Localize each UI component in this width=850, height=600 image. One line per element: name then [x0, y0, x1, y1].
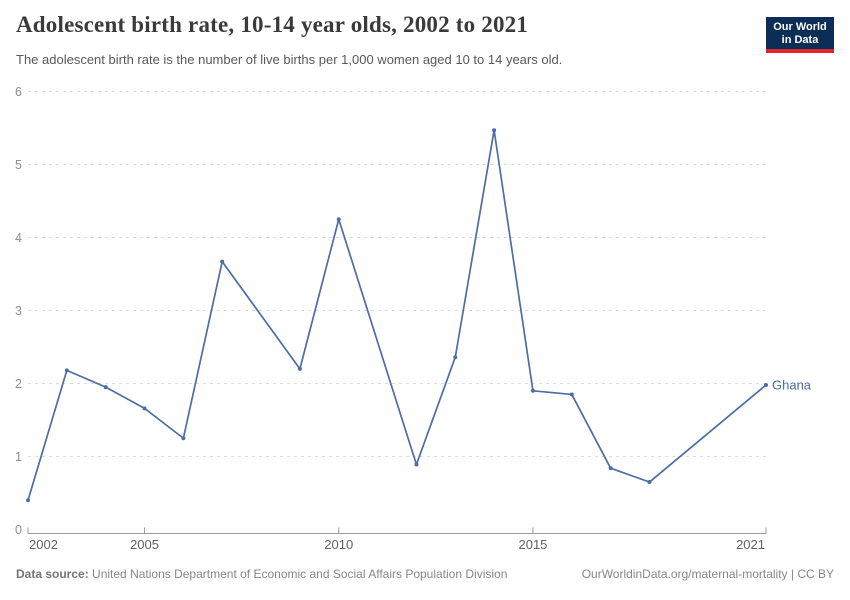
- data-point[interactable]: [453, 355, 458, 360]
- data-point[interactable]: [142, 406, 147, 411]
- data-point[interactable]: [764, 382, 768, 387]
- data-point[interactable]: [647, 480, 652, 485]
- data-point[interactable]: [336, 217, 341, 222]
- x-axis-tick-label: 2015: [518, 537, 547, 552]
- y-axis-tick-label: 5: [15, 158, 22, 172]
- y-axis-tick-label: 2: [15, 377, 22, 391]
- x-axis-tick-label: 2021: [736, 537, 765, 552]
- y-axis-tick-label: 4: [15, 231, 22, 245]
- data-point[interactable]: [181, 436, 186, 441]
- data-source-label: Data source:: [16, 567, 89, 581]
- data-point[interactable]: [26, 498, 30, 503]
- x-axis-tick-label: 2010: [324, 537, 353, 552]
- owid-logo[interactable]: Our World in Data: [766, 17, 834, 53]
- owid-logo-line1: Our World: [773, 21, 827, 33]
- page-title: Adolescent birth rate, 10-14 year olds, …: [16, 12, 529, 37]
- y-axis-tick-label: 6: [15, 85, 22, 99]
- data-point[interactable]: [569, 392, 574, 397]
- data-point[interactable]: [64, 368, 69, 373]
- y-axis-tick-label: 1: [15, 450, 22, 464]
- series-label-ghana[interactable]: Ghana: [772, 377, 812, 392]
- data-point[interactable]: [608, 466, 613, 471]
- data-point[interactable]: [492, 128, 497, 133]
- x-axis-tick-label: 2005: [130, 537, 159, 552]
- chart-footer: Data source: United Nations Department o…: [16, 567, 834, 581]
- data-point[interactable]: [530, 388, 535, 393]
- owid-logo-line2: in Data: [781, 33, 819, 46]
- footer-credit: OurWorldinData.org/maternal-mortality | …: [581, 567, 834, 581]
- data-point[interactable]: [297, 366, 302, 371]
- series-line-ghana: [27, 129, 767, 502]
- y-axis-tick-label: 0: [15, 523, 22, 537]
- data-point[interactable]: [414, 462, 419, 467]
- data-source-text: United Nations Department of Economic an…: [92, 567, 508, 581]
- data-point[interactable]: [103, 385, 108, 390]
- data-point[interactable]: [220, 259, 225, 264]
- data-source: Data source: United Nations Department o…: [16, 567, 507, 581]
- x-axis-tick-label: 2002: [29, 537, 58, 552]
- page-subtitle: The adolescent birth rate is the number …: [16, 52, 563, 67]
- y-axis-tick-label: 3: [15, 304, 22, 318]
